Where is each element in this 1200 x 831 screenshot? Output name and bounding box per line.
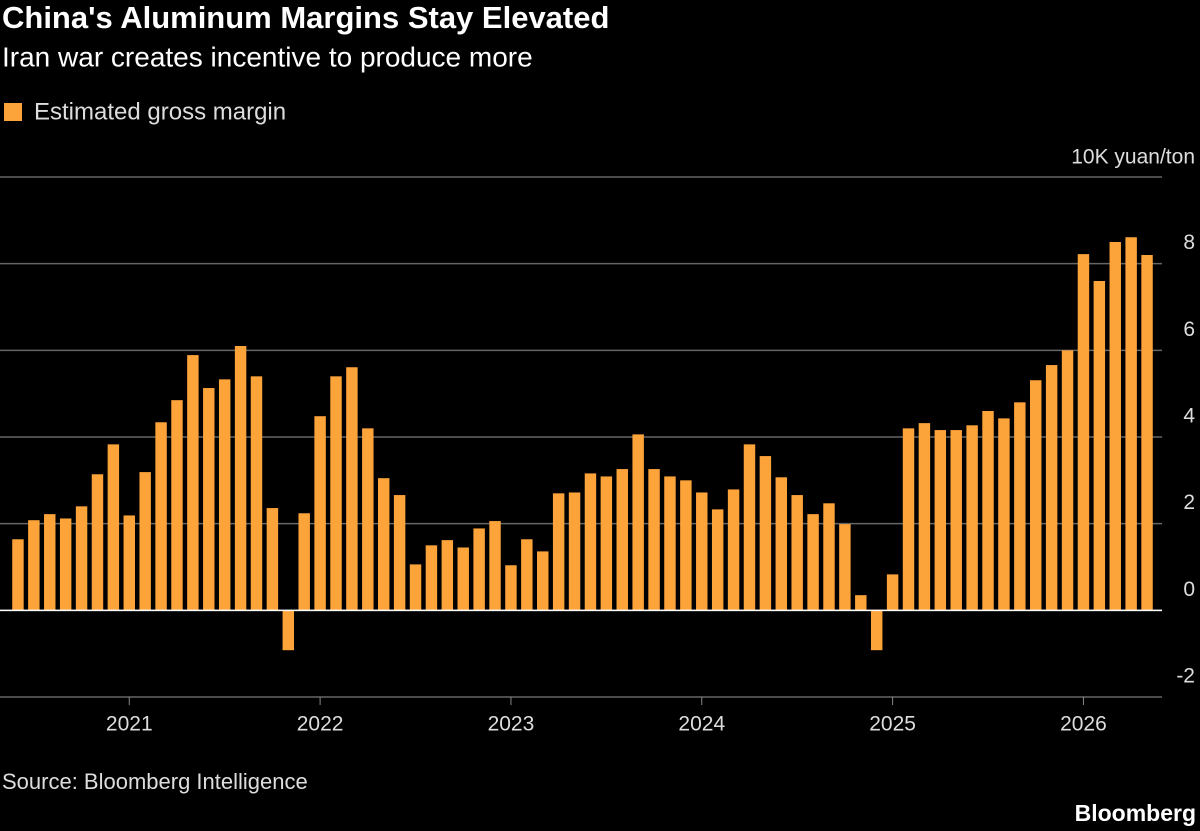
y-tick-label: -2: [1176, 665, 1195, 688]
bar: [727, 489, 740, 611]
legend-swatch: [4, 103, 22, 121]
legend-label: Estimated gross margin: [34, 98, 286, 125]
bar: [409, 564, 422, 611]
bar: [59, 518, 72, 611]
bar: [855, 595, 867, 611]
bar: [155, 422, 167, 611]
bar: [791, 495, 803, 611]
bar: [568, 492, 581, 611]
bar: [823, 503, 835, 611]
bar: [775, 477, 788, 611]
bar: [759, 456, 772, 611]
bar: [1030, 380, 1042, 611]
bar: [457, 547, 469, 611]
chart-subtitle: Iran war creates incentive to produce mo…: [2, 41, 533, 72]
bar: [187, 355, 199, 611]
bar: [266, 508, 279, 611]
bar: [107, 444, 120, 611]
bar: [950, 430, 962, 611]
bar: [330, 376, 342, 611]
bar: [1141, 255, 1153, 611]
bar: [537, 551, 549, 611]
bar: [377, 478, 390, 611]
bar: [203, 388, 215, 611]
brand: Bloomberg: [1075, 800, 1196, 826]
bar: [743, 444, 756, 611]
bar: [632, 434, 644, 611]
x-tick-label: 2025: [869, 713, 916, 736]
bar: [1061, 350, 1074, 611]
bar: [218, 379, 231, 611]
bar: [966, 425, 978, 611]
y-tick-label: 0: [1183, 578, 1195, 601]
y-tick-label: 8: [1183, 231, 1195, 254]
x-tick-label: 2023: [488, 713, 535, 736]
bar: [123, 515, 135, 611]
bar: [425, 545, 438, 611]
bar: [1109, 242, 1121, 611]
bar: [1077, 254, 1090, 611]
bar: [886, 574, 899, 611]
bar: [1014, 402, 1026, 611]
bar: [44, 514, 56, 611]
bar: [918, 423, 931, 611]
x-tick-label: 2024: [678, 713, 725, 736]
y-tick-label: 2: [1183, 491, 1195, 514]
bar: [75, 506, 88, 611]
bar: [362, 428, 374, 611]
bar: [998, 418, 1010, 611]
x-tick-label: 2021: [106, 713, 153, 736]
chart-title: China's Aluminum Margins Stay Elevated: [2, 0, 609, 35]
bar: [298, 513, 310, 611]
bar: [616, 469, 628, 611]
bar: [314, 416, 326, 611]
y-tick-label: 6: [1183, 318, 1195, 341]
bar: [711, 509, 724, 611]
bar: [982, 411, 994, 611]
bar: [139, 472, 151, 611]
bar: [1045, 365, 1058, 611]
bar: [1093, 281, 1106, 611]
bar: [934, 430, 947, 611]
bar: [12, 539, 24, 611]
bar: [552, 493, 565, 611]
bar: [505, 565, 517, 611]
y-axis-unit: 10K yuan/ton: [1071, 146, 1195, 169]
x-tick-label: 2026: [1060, 713, 1107, 736]
y-tick-label: 4: [1183, 405, 1195, 428]
bar: [489, 521, 501, 611]
bar: [584, 473, 597, 611]
source: Source: Bloomberg Intelligence: [2, 769, 308, 794]
bar: [902, 428, 915, 611]
bar: [839, 524, 851, 611]
bar: [807, 514, 819, 611]
bar: [521, 539, 533, 611]
bar: [1125, 237, 1137, 611]
bar: [473, 528, 485, 611]
bar: [870, 610, 883, 651]
bar: [91, 474, 104, 611]
bar: [346, 367, 358, 611]
bar: [282, 610, 295, 651]
bar: [648, 469, 660, 611]
x-tick-label: 2022: [297, 713, 344, 736]
bar: [171, 400, 183, 611]
bar: [696, 492, 708, 611]
bar: [250, 376, 263, 611]
bar: [234, 346, 247, 611]
bar: [664, 476, 676, 611]
bar: [680, 480, 692, 611]
bar: [28, 520, 40, 611]
bar: [441, 540, 454, 611]
bar: [393, 495, 406, 611]
bar: [600, 476, 613, 611]
